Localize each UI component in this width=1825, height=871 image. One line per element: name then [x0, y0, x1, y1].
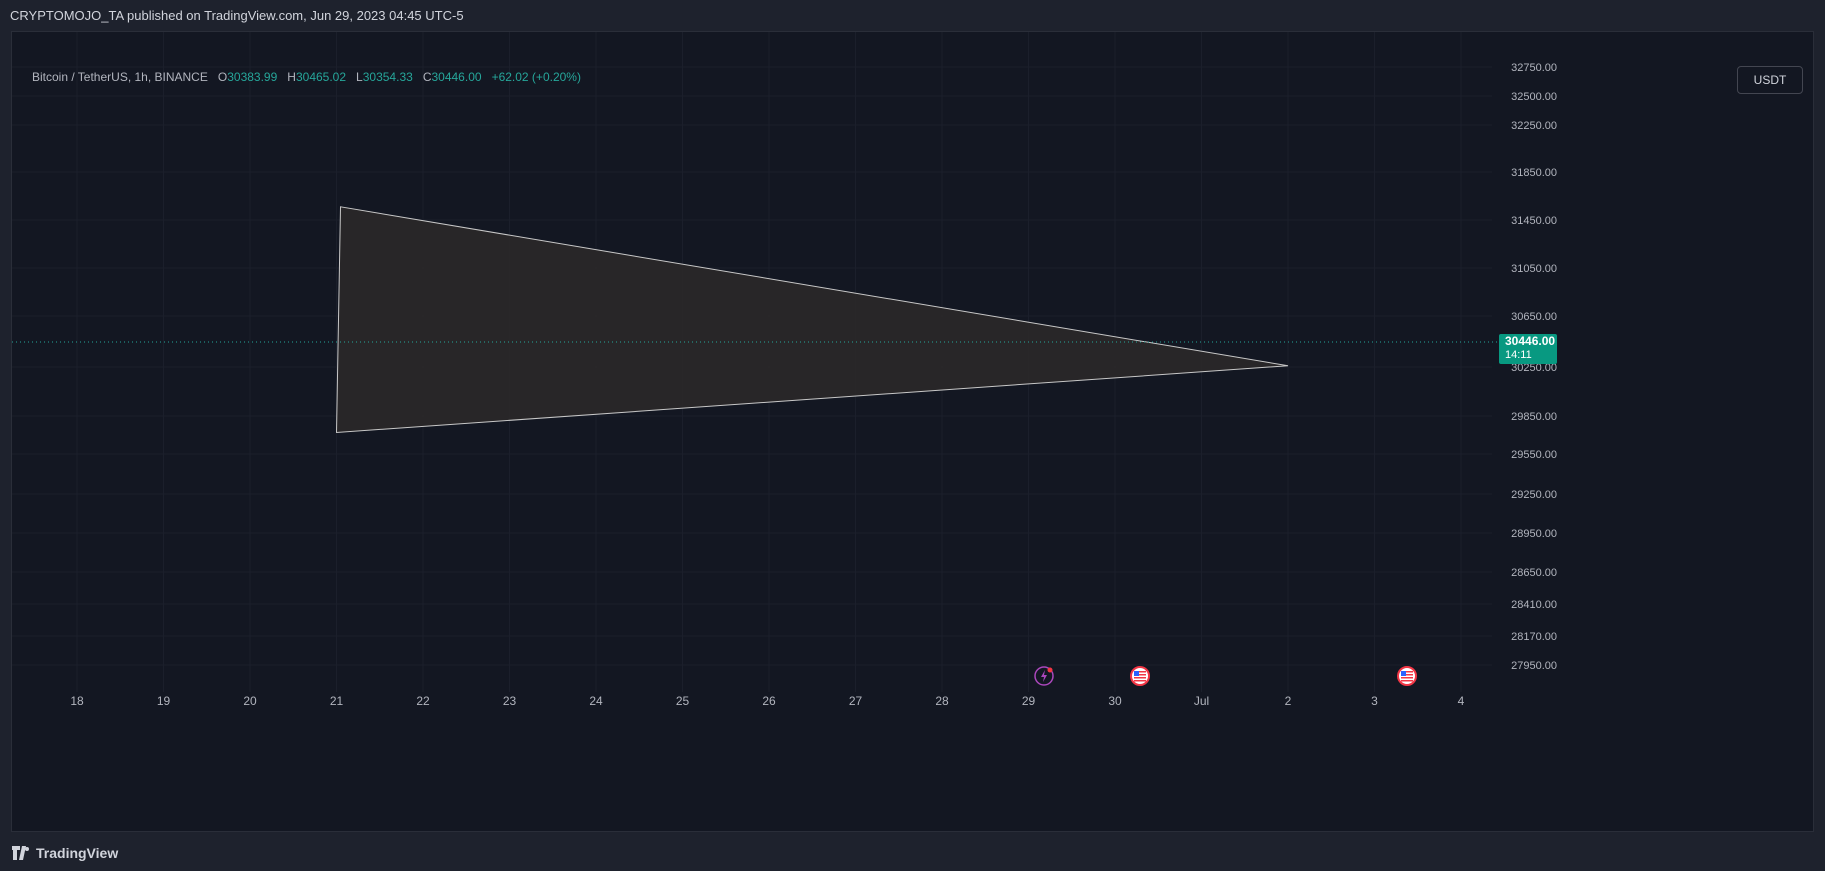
lightning-bolt: [1041, 670, 1047, 682]
flag-ring: [1397, 666, 1417, 686]
time-tick-label: 28: [935, 694, 949, 708]
symbol-legend: Bitcoin / TetherUS, 1h, BINANCE O30383.9…: [32, 70, 581, 84]
price-tick-label: 28650.00: [1511, 567, 1557, 579]
tradingview-logo[interactable]: TradingView: [12, 845, 118, 861]
time-tick-label: 3: [1371, 694, 1378, 708]
price-tick-label: 30250.00: [1511, 362, 1557, 374]
last-price-tag: 30446.00 14:11: [1499, 334, 1557, 365]
time-tick-label: 20: [243, 694, 257, 708]
symbol-label[interactable]: Bitcoin / TetherUS, 1h, BINANCE: [32, 70, 208, 84]
chart-svg[interactable]: 32750.00 32500.00 32250.00 31850.00 31450.00…: [12, 32, 1813, 831]
price-tick-label: 29250.00: [1511, 489, 1557, 501]
open-value: 30383.99: [227, 70, 278, 84]
high-value: 30465.02: [295, 70, 347, 84]
price-tick-label: 29550.00: [1511, 449, 1557, 461]
time-tick-label: 24: [589, 694, 603, 708]
price-tick-label: 32250.00: [1511, 120, 1557, 132]
high-label: H: [287, 70, 296, 84]
time-tick-label: 22: [416, 694, 430, 708]
lightning-icon[interactable]: [1034, 666, 1054, 686]
flag-stripe: [1401, 677, 1413, 679]
notification-dot: [1047, 667, 1053, 673]
time-tick-label: 30: [1108, 694, 1122, 708]
low-value: 30354.33: [362, 70, 413, 84]
flag-stripe: [1401, 680, 1413, 682]
chart-area[interactable]: 32750.00 32500.00 32250.00 31850.00 31450.00…: [11, 31, 1814, 832]
flag-stripe: [1134, 677, 1146, 679]
low-label: L: [356, 70, 363, 84]
price-tick-label: 30650.00: [1511, 311, 1557, 323]
time-tick-label: 25: [676, 694, 690, 708]
change-value: +62.02 (+0.20%): [491, 70, 581, 84]
us-flag-icon[interactable]: [1397, 666, 1417, 686]
time-tick-label: 4: [1458, 694, 1465, 708]
price-tick-label: 31850.00: [1511, 167, 1557, 179]
footer-bar: [0, 832, 1825, 871]
price-tick-label: 29850.00: [1511, 411, 1557, 423]
time-tick-label: Jul: [1194, 694, 1209, 708]
price-tick-label: 31450.00: [1511, 215, 1557, 227]
time-tick-label: 2: [1285, 694, 1292, 708]
tradingview-brand: TradingView: [36, 845, 119, 861]
time-axis[interactable]: 18 19 20 21 22 23 24 25 26 27 28 29 30 Jul 2 3 4: [70, 694, 1464, 708]
countdown-label: 14:11: [1505, 349, 1532, 361]
time-tick-label: 19: [157, 694, 171, 708]
publish-header: CRYPTOMOJO_TA published on TradingView.c…: [0, 0, 1825, 31]
price-tick-label: 32750.00: [1511, 62, 1557, 74]
flag-canton: [1134, 671, 1139, 676]
time-tick-label: 18: [70, 694, 84, 708]
time-tick-label: 27: [849, 694, 863, 708]
flag-stripe: [1134, 680, 1146, 682]
price-tick-label: 32500.00: [1511, 91, 1557, 103]
price-tick-label: 28170.00: [1511, 631, 1557, 643]
time-tick-label: 26: [762, 694, 776, 708]
publish-line: CRYPTOMOJO_TA published on TradingView.c…: [10, 8, 464, 23]
flag-stripe: [1134, 671, 1146, 673]
us-flag-icon[interactable]: [1130, 666, 1150, 686]
price-tick-label: 28950.00: [1511, 528, 1557, 540]
tradingview-logo-icon: [12, 846, 29, 860]
open-label: O: [217, 70, 228, 84]
time-tick-label: 21: [330, 694, 344, 708]
flag-stripe: [1401, 671, 1413, 673]
symmetrical-triangle-drawing[interactable]: [335, 206, 1289, 434]
close-value: 30446.00: [431, 70, 482, 84]
close-label: C: [422, 70, 432, 84]
time-tick-label: 29: [1022, 694, 1036, 708]
lightning-ring: [1034, 666, 1054, 686]
last-price-label: 30446.00: [1505, 334, 1555, 348]
price-axis[interactable]: 32750.00 32500.00 32250.00 31850.00 31450.00…: [1511, 62, 1557, 672]
time-tick-label: 23: [503, 694, 517, 708]
flag-stripe: [1134, 674, 1146, 676]
currency-button[interactable]: USDT: [1737, 66, 1803, 94]
flag-canton: [1401, 671, 1406, 676]
price-tick-label: 28410.00: [1511, 599, 1557, 611]
events-row[interactable]: [1034, 666, 1417, 686]
flag-stripe: [1401, 674, 1413, 676]
flag-ring: [1130, 666, 1150, 686]
price-tick-label: 27950.00: [1511, 660, 1557, 672]
price-tick-label: 31050.00: [1511, 263, 1557, 275]
